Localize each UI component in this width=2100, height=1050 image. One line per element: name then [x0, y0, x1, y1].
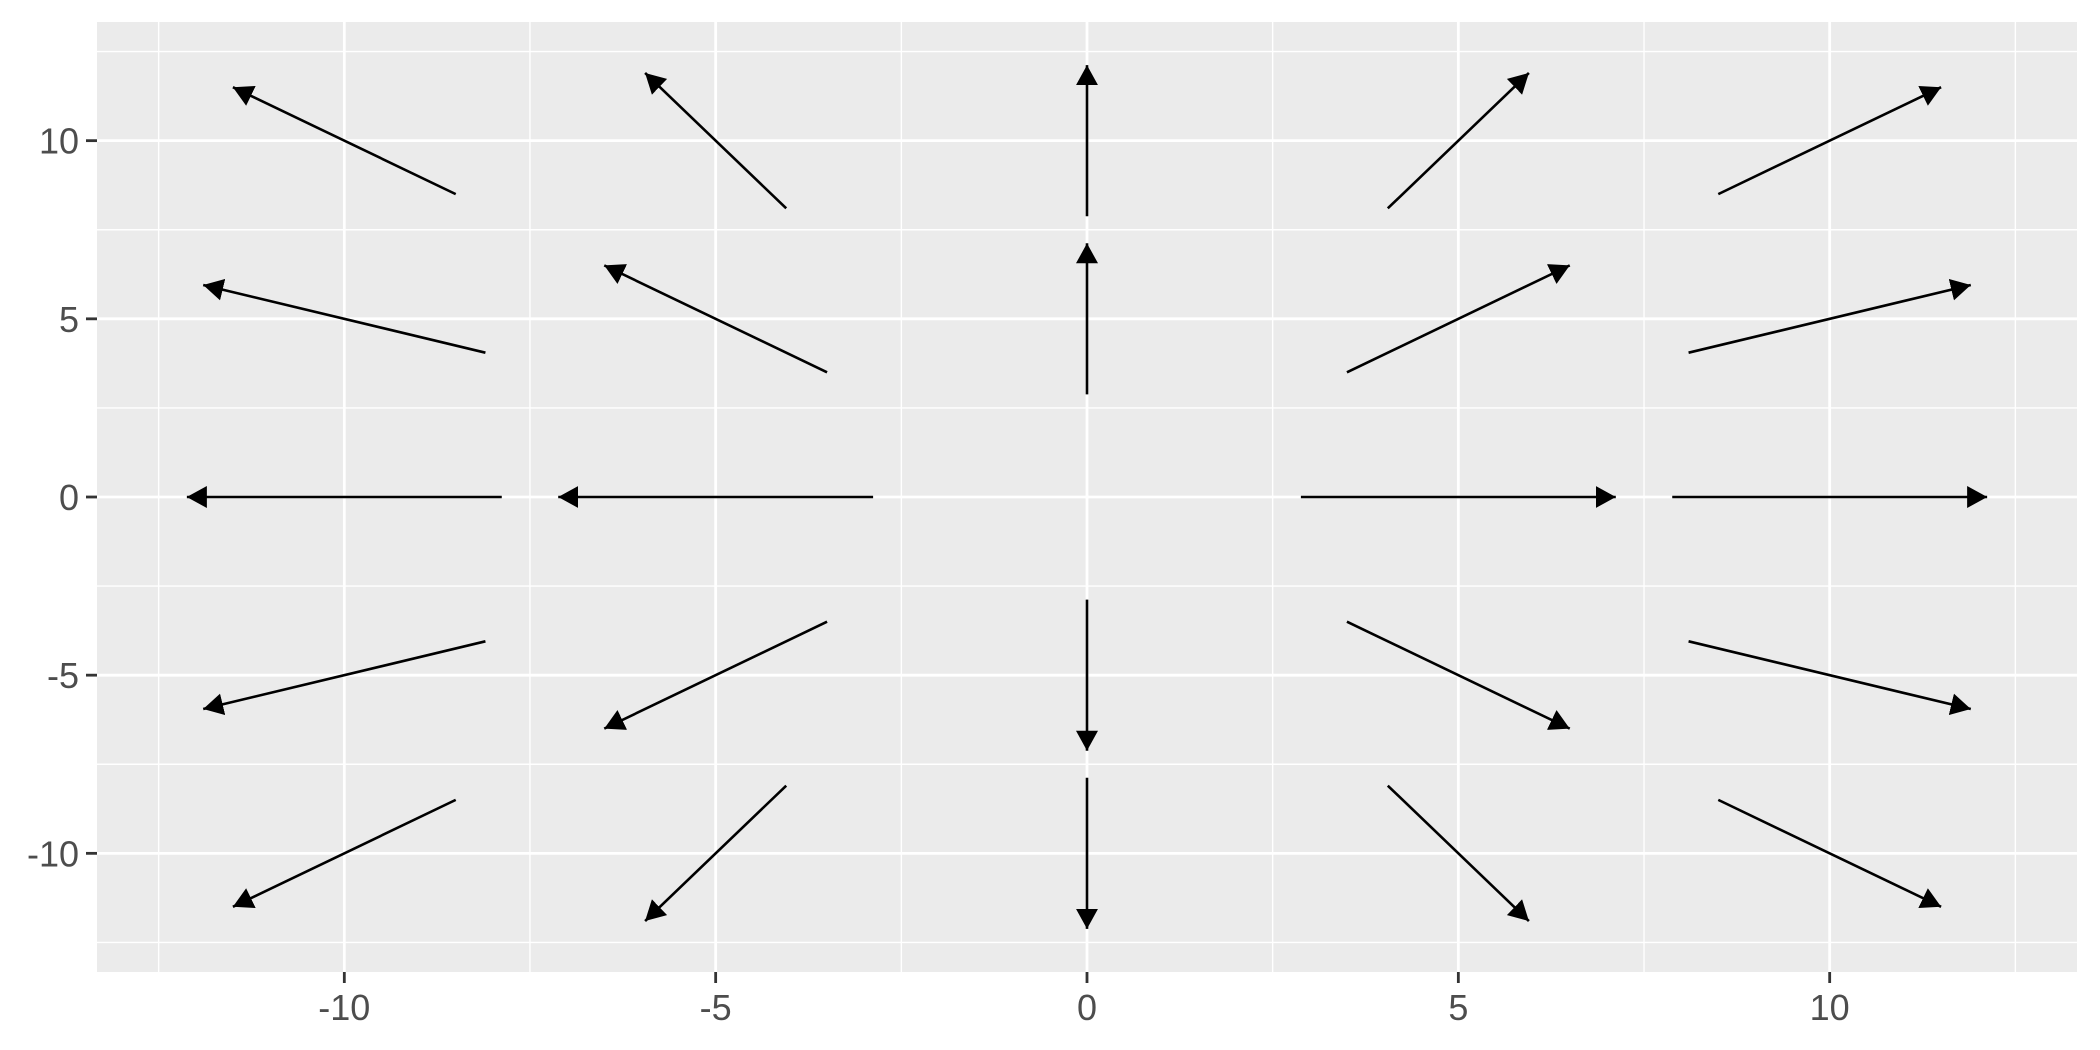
- arrow-segment: [1688, 640, 1972, 716]
- arrow-segment: [644, 784, 788, 922]
- x-tick-label: 5: [1448, 987, 1468, 1028]
- arrows: [186, 65, 1988, 929]
- x-tick-label: 0: [1077, 987, 1097, 1028]
- y-axis: 10 5 0 -5 -10: [27, 121, 97, 874]
- y-tick-label: -5: [47, 655, 79, 696]
- arrow-segment: [1346, 264, 1571, 374]
- arrow-segment: [1346, 620, 1571, 730]
- x-tick-label: 10: [1810, 987, 1850, 1028]
- arrow-segment: [202, 278, 486, 354]
- arrow-segment: [1386, 784, 1530, 922]
- y-tick-label: -10: [27, 833, 79, 874]
- arrow-segment: [603, 264, 828, 374]
- y-tick-label: 10: [39, 121, 79, 162]
- x-tick-label: -10: [318, 987, 370, 1028]
- arrow-segment: [202, 640, 486, 716]
- arrow-segment: [644, 72, 788, 210]
- arrow-segment: [1386, 72, 1530, 210]
- arrow-segment: [232, 798, 457, 909]
- arrow-segment: [1717, 85, 1942, 196]
- y-tick-label: 0: [59, 477, 79, 518]
- x-tick-label: -5: [700, 987, 732, 1028]
- arrow-segment: [232, 85, 457, 196]
- y-tick-label: 5: [59, 299, 79, 340]
- arrow-segment: [603, 620, 828, 730]
- x-axis: -10 -5 0 5 10: [318, 972, 1850, 1028]
- arrow-segment: [1717, 798, 1942, 909]
- arrow-segment: [1688, 278, 1972, 354]
